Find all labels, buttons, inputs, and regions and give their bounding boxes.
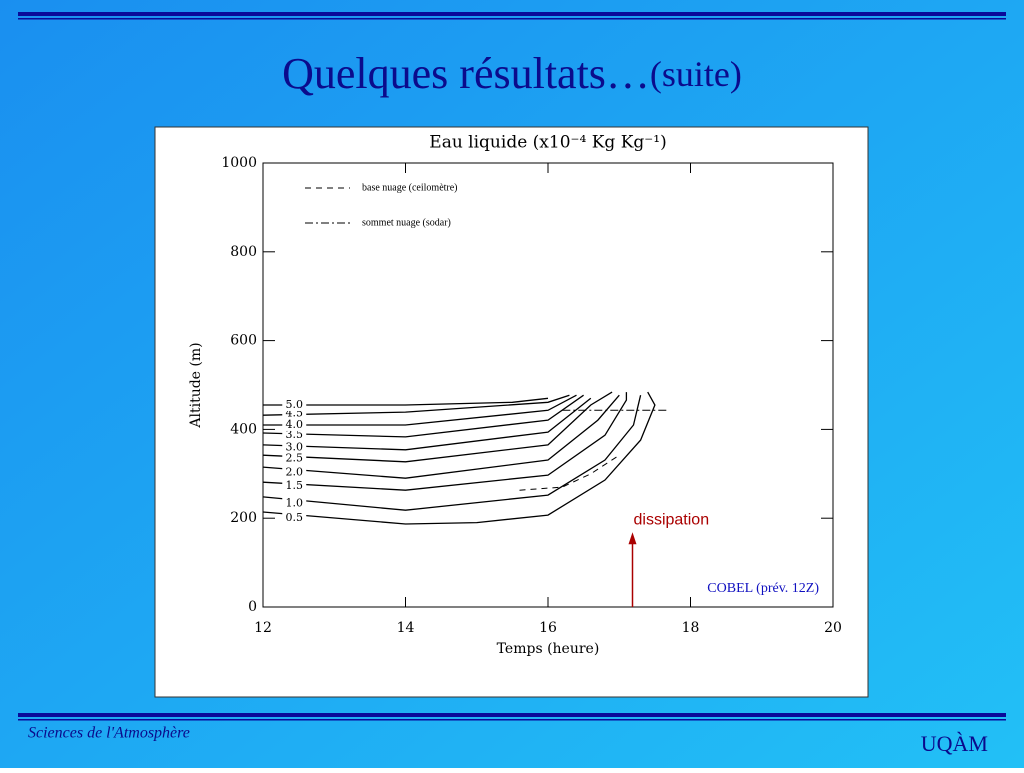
contour-label-bg: [282, 398, 307, 411]
contour-label: 2.0: [286, 466, 304, 479]
y-tick-label: 400: [230, 421, 257, 437]
boundary-line: [519, 454, 620, 491]
contour-label: 3.0: [286, 440, 304, 453]
contour-label: 3.5: [286, 428, 304, 441]
y-tick-label: 800: [230, 244, 257, 260]
footer-left: Sciences de l'Atmosphère: [28, 725, 190, 742]
chart-panel: [154, 126, 869, 698]
contour-label-bg: [282, 418, 307, 431]
legend-label: base nuage (ceilomètre): [362, 182, 458, 193]
top-rule: [18, 18, 1006, 20]
x-tick-label: 18: [682, 620, 700, 636]
contour-line: [262, 391, 613, 463]
y-tick-label: 1000: [221, 155, 257, 171]
x-tick-label: 12: [254, 620, 272, 636]
contour-label-bg: [282, 480, 307, 493]
bottom-rule: [18, 713, 1006, 717]
bottom-rule: [18, 719, 1006, 721]
arrow-head: [628, 532, 637, 545]
y-axis-label: Altitude (m): [188, 342, 204, 428]
legend-label: sommet nuage (sodar): [362, 217, 451, 228]
y-tick-label: 200: [230, 510, 257, 526]
x-axis-label: Temps (heure): [497, 641, 600, 657]
contour-line: [263, 397, 549, 406]
y-tick-label: 0: [248, 599, 257, 615]
x-tick-label: 14: [397, 620, 415, 636]
title-main: Quelques résultats…: [282, 49, 650, 98]
top-rule: [18, 12, 1006, 16]
contour-line: [262, 395, 642, 511]
contour-label-bg: [282, 466, 307, 479]
contour-label: 2.5: [286, 451, 304, 464]
contour-label: 4.0: [286, 418, 304, 431]
title-suffix: (suite): [650, 54, 742, 94]
footer-right: UQÀM: [921, 731, 988, 756]
contour-label: 0.5: [286, 511, 304, 524]
contour-line: [262, 392, 628, 491]
contour-line: [262, 394, 620, 479]
x-tick-label: 16: [539, 620, 557, 636]
y-tick-label: 600: [230, 333, 257, 349]
contour-line: [262, 394, 584, 438]
contour-label-bg: [282, 428, 307, 441]
plot: Eau liquide (x10⁻⁴ Kg Kg⁻¹)12 14 16 18 20020…: [188, 133, 842, 658]
contour-label-bg: [282, 452, 307, 465]
contour-label: 5.0: [286, 398, 304, 411]
contour-line: [262, 394, 570, 416]
slide-title: Quelques résultats…(suite): [282, 49, 742, 98]
contour-label-bg: [282, 511, 307, 524]
contour-label: 1.0: [286, 497, 304, 510]
annotation: dissipation: [634, 511, 710, 528]
contour-label-bg: [282, 497, 307, 510]
contour-line: [263, 394, 577, 426]
contour-label-bg: [282, 441, 307, 454]
x-tick-label: 20: [824, 620, 842, 636]
contour-line: [262, 391, 656, 525]
contour-line: [262, 397, 592, 451]
annotation: COBEL (prév. 12Z): [707, 581, 819, 596]
chart-title: Eau liquide (x10⁻⁴ Kg Kg⁻¹): [429, 133, 666, 153]
contour-label: 1.5: [286, 479, 304, 492]
